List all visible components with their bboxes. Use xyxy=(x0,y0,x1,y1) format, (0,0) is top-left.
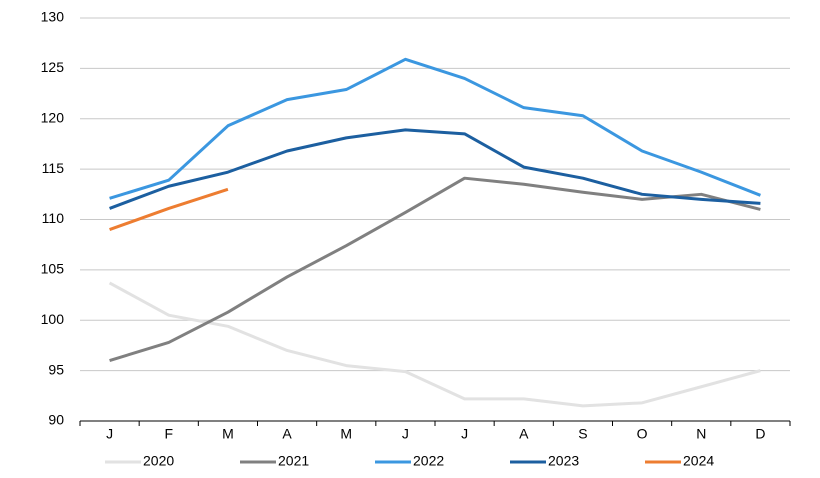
y-tick-label: 120 xyxy=(41,109,65,125)
x-tick-label: M xyxy=(340,426,352,442)
x-tick-label: O xyxy=(637,426,648,442)
legend-label: 2024 xyxy=(683,453,714,469)
legend-label: 2020 xyxy=(143,453,174,469)
x-tick-label: S xyxy=(578,426,587,442)
x-tick-label: A xyxy=(282,426,292,442)
y-tick-label: 90 xyxy=(48,412,64,428)
y-tick-label: 110 xyxy=(42,210,65,226)
legend-label: 2023 xyxy=(548,453,579,469)
y-tick-label: 95 xyxy=(48,361,64,377)
legend-label: 2022 xyxy=(413,453,444,469)
series-line xyxy=(109,57,761,200)
series-line xyxy=(109,128,761,210)
legend-label: 2021 xyxy=(278,453,309,469)
series-line xyxy=(109,176,761,362)
series-line xyxy=(109,187,229,231)
x-tick-label: M xyxy=(222,426,234,442)
series-line xyxy=(108,281,761,408)
x-tick-label: J xyxy=(106,426,113,442)
x-tick-label: J xyxy=(402,426,409,442)
x-tick-label: N xyxy=(696,426,706,442)
x-tick-label: A xyxy=(519,426,529,442)
y-tick-label: 115 xyxy=(42,160,65,176)
y-tick-label: 125 xyxy=(41,59,65,75)
y-tick-label: 100 xyxy=(41,311,65,327)
x-tick-label: F xyxy=(164,426,173,442)
y-tick-label: 130 xyxy=(41,9,65,25)
x-tick-label: D xyxy=(755,426,765,442)
x-tick-label: J xyxy=(461,426,468,442)
y-tick-label: 105 xyxy=(41,261,65,277)
